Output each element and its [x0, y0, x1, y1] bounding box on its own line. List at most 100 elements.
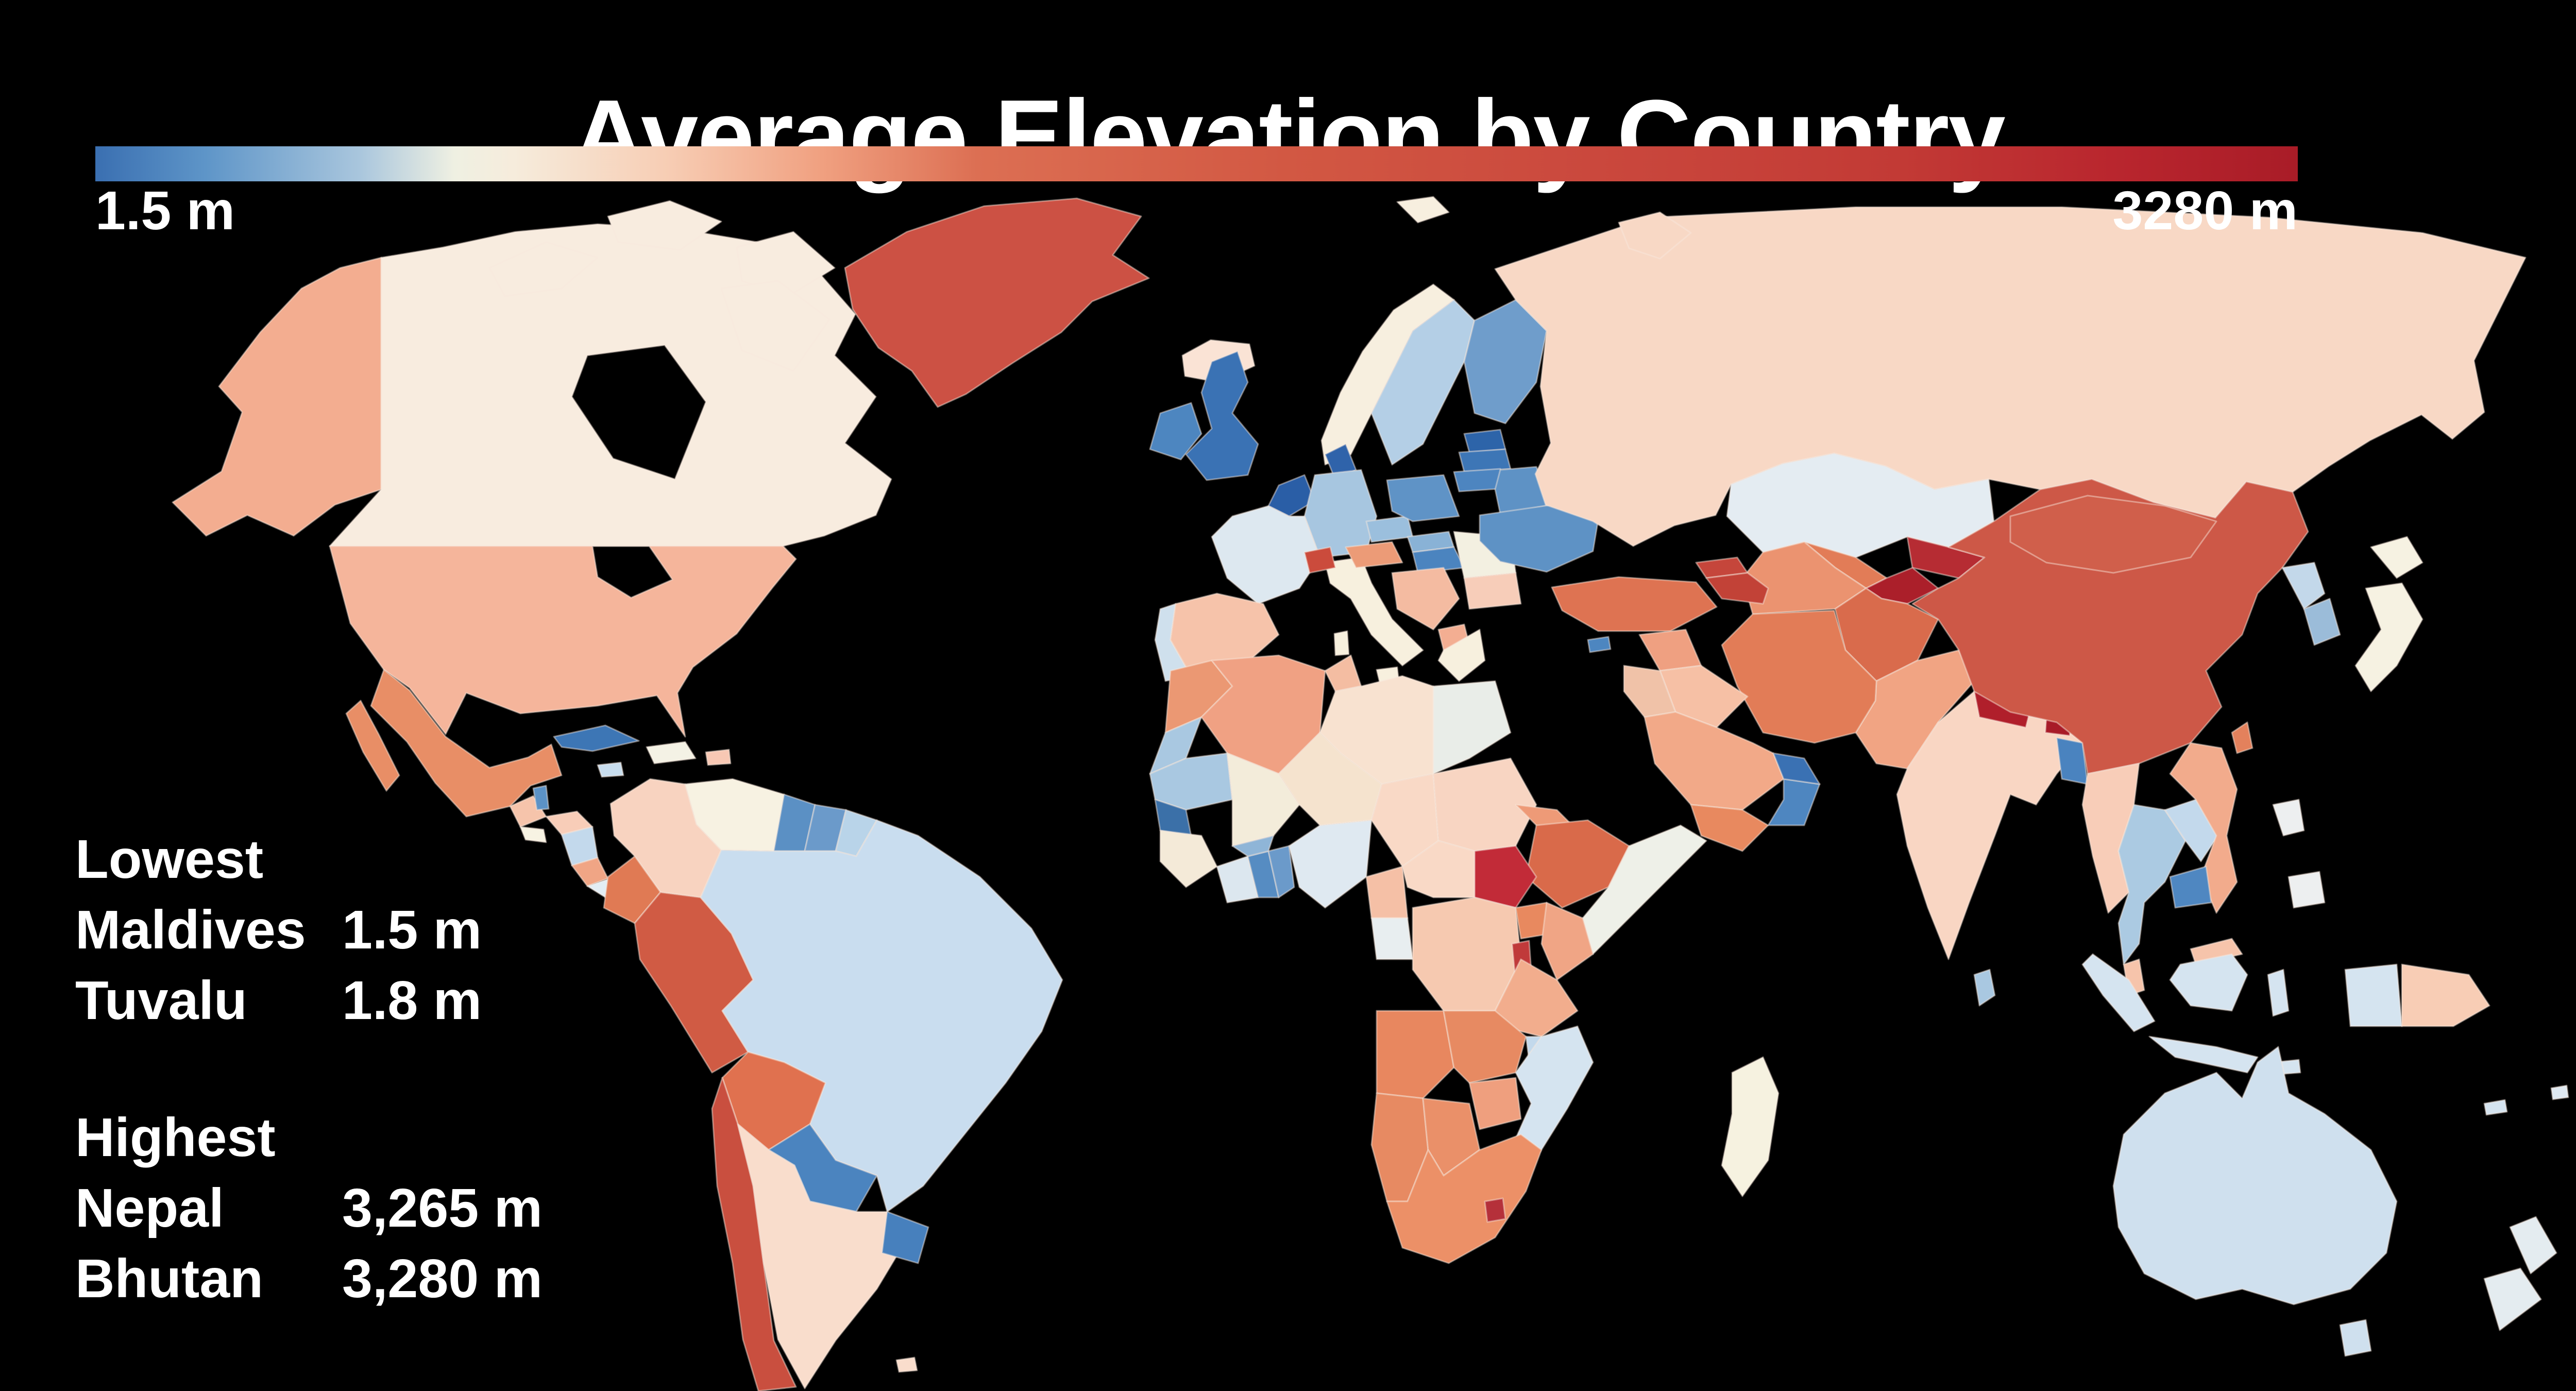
country-label: Maldives: [75, 900, 306, 960]
country-somalia: [1582, 824, 1707, 955]
country-vietnam: [2169, 742, 2238, 914]
country-brazil: [700, 819, 1063, 1213]
country-belize: [532, 785, 550, 811]
country-iraq: [1659, 665, 1749, 728]
country-ireland: [1149, 402, 1202, 461]
country-mongolia: [2009, 495, 2217, 574]
country-italy: [1324, 556, 1424, 667]
japan-honshu: [2354, 582, 2424, 692]
country-oman: [1767, 778, 1821, 826]
country-cuba: [553, 724, 640, 752]
country-france: [1211, 505, 1321, 605]
country-egypt: [1432, 680, 1512, 775]
guinea-region: [1159, 829, 1218, 888]
philippines-mindanao: [2287, 871, 2326, 909]
arctic-island: [488, 241, 599, 297]
arctic-island: [736, 231, 836, 297]
country-austria: [1345, 541, 1403, 569]
highest-annotation: Highest Nepal 3,265 m Bhutan 3,280 m: [75, 1102, 543, 1314]
country-lesotho: [1484, 1197, 1506, 1223]
country-madagascar: [1721, 1056, 1780, 1197]
country-south-africa: [1386, 1133, 1543, 1264]
elevation-value: 1.8 m: [342, 970, 482, 1031]
country-latvia: [1458, 448, 1512, 473]
falkland-islands: [895, 1356, 918, 1373]
country-el-salvador: [519, 826, 547, 843]
country-argentina: [737, 1123, 909, 1389]
arctic-island: [607, 200, 722, 251]
annotation-row: Nepal 3,265 m: [75, 1173, 543, 1244]
country-uk: [1185, 350, 1259, 481]
country-burkina-faso: [1231, 835, 1275, 857]
elevation-value: 3,280 m: [342, 1248, 543, 1309]
country-taiwan: [2231, 721, 2253, 754]
country-zimbabwe: [1468, 1077, 1522, 1130]
elevation-value: 3,265 m: [342, 1178, 543, 1239]
indonesia-java: [2148, 1036, 2259, 1074]
country-hispaniola: [646, 741, 697, 765]
togo-benin: [1267, 845, 1295, 898]
sardinia: [1333, 630, 1350, 656]
country-syria: [1638, 629, 1702, 672]
country-russia: [1494, 206, 2527, 547]
country-puerto-rico: [705, 749, 732, 766]
svalbard: [1396, 196, 1450, 224]
annotation-row: Maldives 1.5 m: [75, 895, 482, 965]
country-armenia-azerbaijan: [1705, 572, 1769, 605]
malaysia-borneo: [2190, 938, 2243, 965]
country-kenya: [1540, 902, 1594, 981]
country-switzerland: [1303, 546, 1336, 574]
country-nigeria: [1288, 819, 1372, 909]
novaya-zemlya: [1618, 211, 1692, 260]
tasmania: [2339, 1319, 2372, 1357]
country-sri-lanka: [1973, 969, 1996, 1007]
baja-california: [345, 700, 400, 792]
country-spain: [1170, 592, 1280, 677]
country-south-sudan: [1473, 845, 1537, 909]
country-uae: [1772, 752, 1821, 785]
lowest-annotation: Lowest Maldives 1.5 m Tuvalu 1.8 m: [75, 824, 482, 1036]
elevation-value: 1.5 m: [342, 900, 482, 960]
fiji: [2550, 1084, 2569, 1100]
indonesia-sumatra: [2081, 953, 2156, 1032]
philippines-luzon: [2272, 799, 2305, 837]
japan-hokkaido: [2370, 536, 2424, 579]
country-mexico: [370, 669, 563, 818]
country-turkey: [1551, 576, 1718, 632]
annotation-row: Tuvalu 1.8 m: [75, 965, 482, 1036]
country-denmark: [1324, 443, 1357, 481]
country-czechia: [1365, 515, 1414, 543]
country-jamaica: [597, 761, 624, 778]
country-label: Bhutan: [75, 1248, 264, 1309]
colorbar-min-label: 1.5 m: [95, 180, 235, 241]
colorbar: [95, 146, 2298, 181]
balkans: [1391, 567, 1460, 631]
country-uruguay: [881, 1211, 929, 1264]
country-papua-new-guinea: [2401, 963, 2490, 1027]
country-greenland: [844, 197, 1150, 408]
country-label: Nepal: [75, 1178, 224, 1239]
new-zealand-south: [2483, 1267, 2542, 1331]
country-tunisia: [1324, 654, 1362, 692]
indonesia-borneo: [2169, 953, 2248, 1012]
country-greece: [1437, 629, 1486, 682]
country-angola: [1376, 1010, 1455, 1099]
new-caledonia: [2483, 1099, 2508, 1116]
new-zealand-north: [2509, 1216, 2557, 1275]
indonesia-west-papua: [2344, 963, 2403, 1027]
country-poland: [1386, 474, 1460, 522]
country-thailand: [2117, 804, 2187, 965]
annotation-row: Bhutan 3,280 m: [75, 1244, 543, 1314]
country-label: Tuvalu: [75, 970, 247, 1031]
country-alaska: [172, 257, 382, 537]
country-cyprus: [1587, 636, 1612, 653]
country-benelux: [1267, 474, 1316, 517]
indonesia-sulawesi: [2267, 969, 2290, 1017]
country-australia: [2112, 1046, 2398, 1305]
country-china: [1911, 478, 2309, 775]
country-usa: [329, 545, 797, 738]
lowest-heading: Lowest: [75, 829, 264, 890]
colorbar-max-label: 3280 m: [2112, 180, 2298, 241]
